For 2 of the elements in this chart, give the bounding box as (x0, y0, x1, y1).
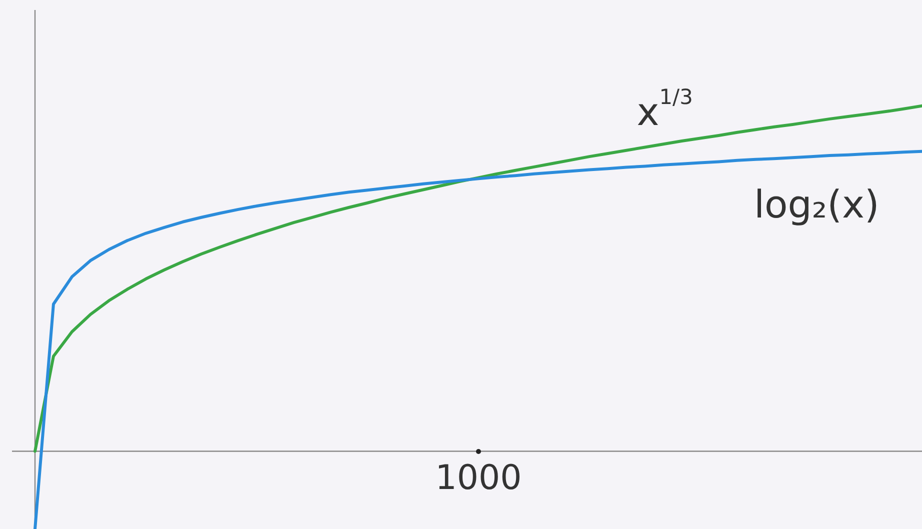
annotation: 1000 (435, 458, 522, 498)
series-label: log₂(x) (754, 182, 880, 226)
